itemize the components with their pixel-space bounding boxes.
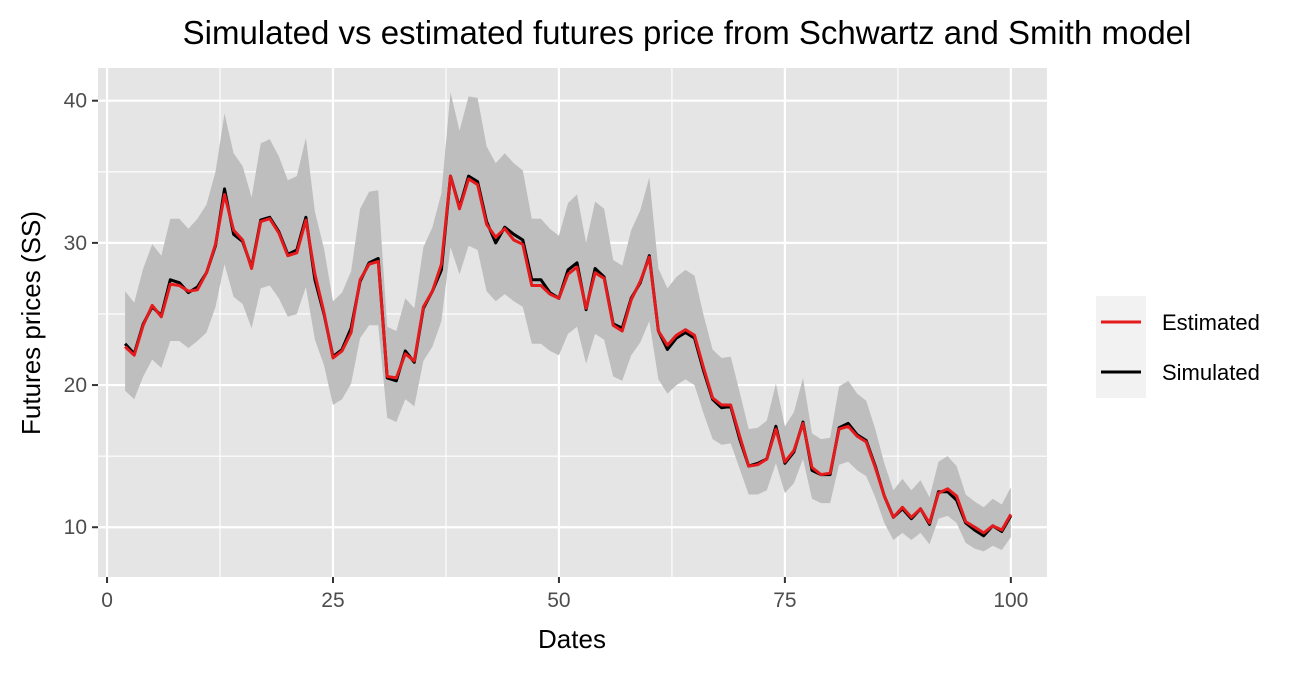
y-tick-label: 30 (64, 232, 87, 255)
ribbon-band (125, 92, 1011, 552)
x-tick-label: 75 (773, 589, 796, 612)
legend-label-estimated: Estimated (1162, 310, 1260, 335)
series-line-estimated (124, 174, 1013, 535)
y-tick-label: 10 (64, 516, 87, 539)
chart-title: Simulated vs estimated futures price fro… (183, 14, 1192, 51)
x-tick-label: 25 (321, 589, 344, 612)
y-tick-label: 40 (64, 90, 87, 113)
y-tick-label: 20 (64, 374, 87, 397)
y-axis-label: Futures prices (SS) (16, 211, 46, 435)
legend: Estimated Simulated (1096, 296, 1260, 398)
x-tick-label: 50 (547, 589, 570, 612)
confidence-band (125, 92, 1011, 552)
series-lines (123, 174, 1013, 538)
axes: 0 25 50 75 100 10 20 30 40 (64, 90, 1029, 612)
x-axis-label: Dates (538, 624, 606, 654)
x-tick-label: 100 (993, 589, 1028, 612)
legend-key-background (1096, 296, 1146, 398)
x-tick-label: 0 (101, 589, 113, 612)
legend-label-simulated: Simulated (1162, 360, 1260, 385)
